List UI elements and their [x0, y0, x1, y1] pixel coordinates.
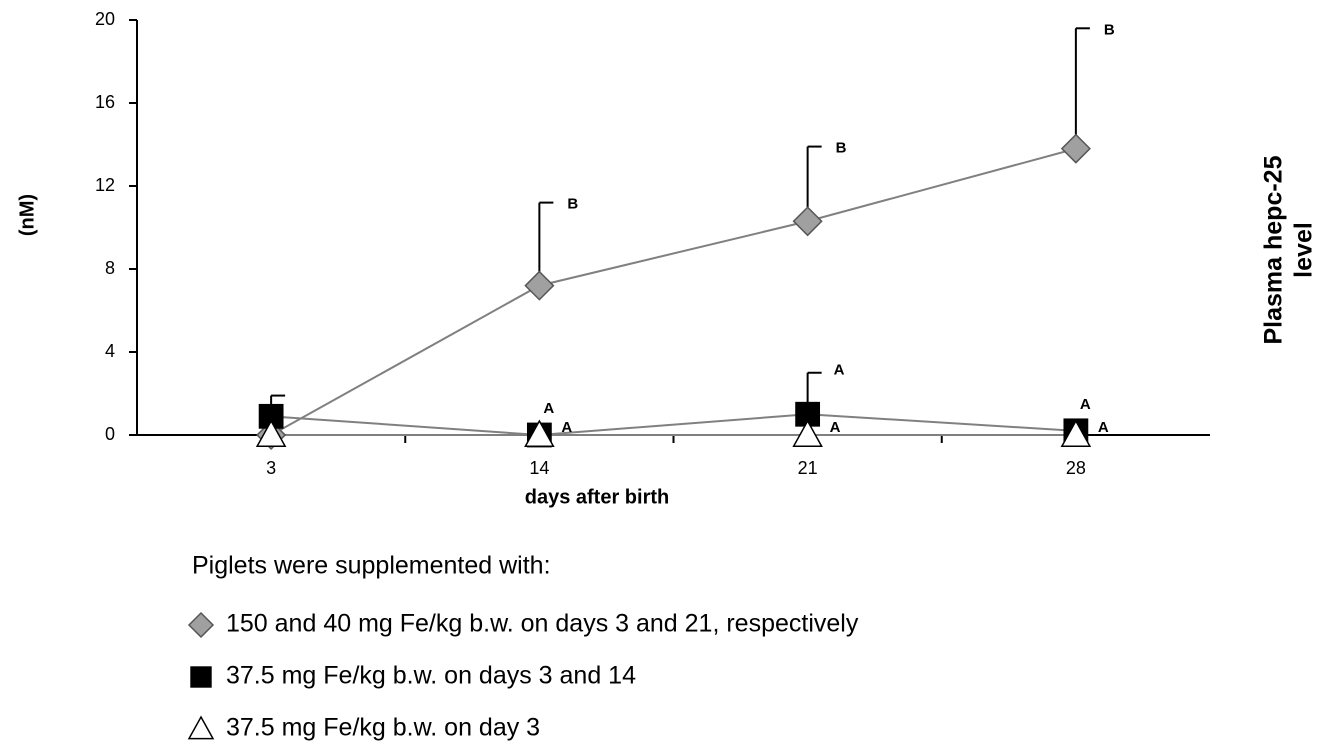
significance-letter: A — [543, 400, 554, 417]
y-tick-label: 16 — [95, 92, 115, 112]
x-axis-title: days after birth — [525, 486, 669, 508]
x-tick-label: 14 — [529, 458, 549, 478]
significance-letter: A — [1080, 396, 1091, 413]
legend-label: 150 and 40 mg Fe/kg b.w. on days 3 and 2… — [226, 610, 859, 638]
legend-marker — [187, 715, 215, 740]
y-tick-label: 0 — [105, 424, 115, 444]
legend-marker — [190, 666, 212, 688]
data-point — [524, 419, 555, 447]
y-axis-title: Plasma hepc-25 — [1260, 155, 1288, 344]
data-point — [1060, 419, 1092, 447]
y-unit: (nM) — [16, 194, 38, 236]
x-tick-label: 28 — [1066, 458, 1086, 478]
data-point — [255, 419, 287, 447]
significance-letter: A — [834, 362, 845, 379]
y-tick-label: 8 — [105, 258, 115, 278]
data-point — [524, 270, 555, 301]
y-tick-label: 12 — [95, 175, 115, 195]
series-line — [271, 413, 1076, 437]
significance-letter: A — [830, 419, 841, 436]
y-tick-label: 4 — [105, 341, 115, 361]
significance-letter: A — [561, 419, 572, 436]
legend-title: Piglets were supplemented with: — [192, 552, 551, 580]
significance-letter: B — [567, 196, 578, 213]
legend-label: 37.5 mg Fe/kg b.w. on days 3 and 14 — [226, 662, 636, 690]
x-tick-label: 21 — [798, 458, 818, 478]
significance-letter: B — [1104, 21, 1115, 38]
significance-letter: A — [1098, 419, 1109, 436]
x-tick-label: 3 — [266, 458, 276, 478]
legend-marker — [187, 611, 215, 639]
significance-letter: B — [836, 140, 847, 157]
y-axis-title: level — [1290, 222, 1318, 278]
legend-label: 37.5 mg Fe/kg b.w. on day 3 — [226, 714, 540, 742]
data-point — [792, 206, 823, 237]
data-point — [1060, 133, 1091, 164]
data-point — [792, 419, 823, 447]
series-line — [270, 147, 1077, 436]
y-tick-label: 20 — [95, 9, 115, 29]
